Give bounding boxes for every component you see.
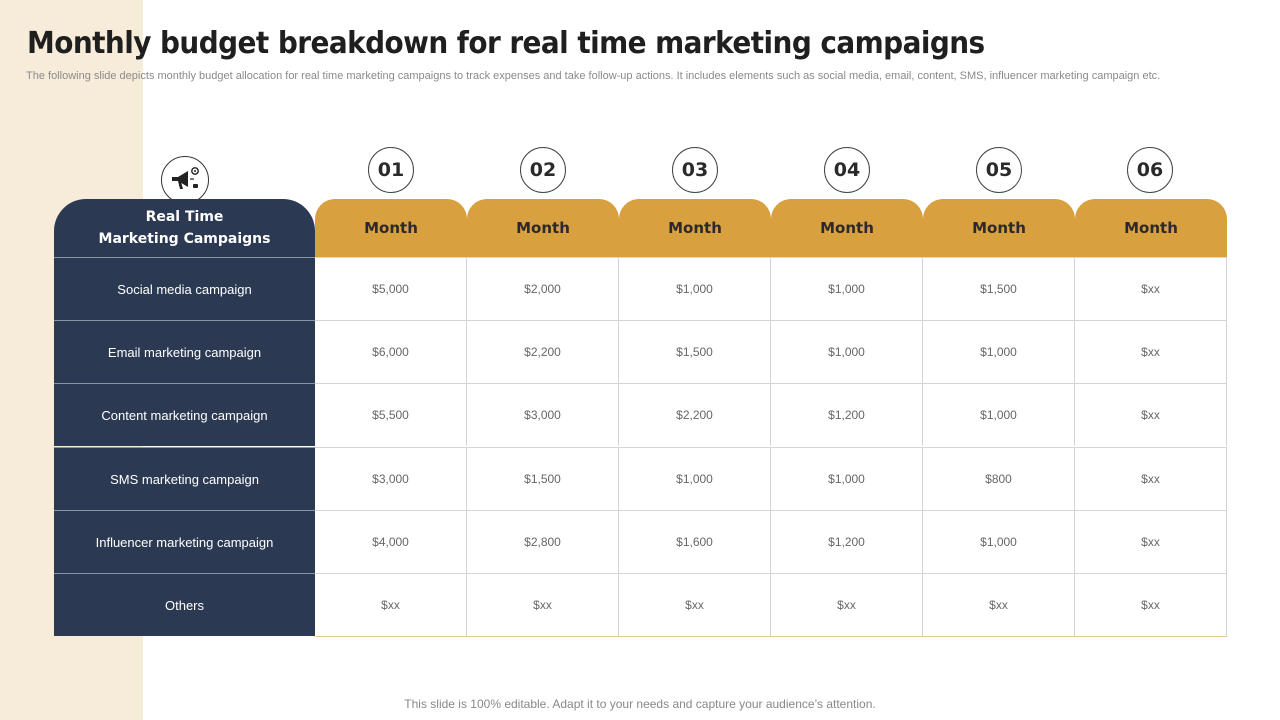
budget-cell: $2,200 <box>467 320 619 383</box>
budget-cell: $1,600 <box>619 510 771 573</box>
month-column-header: Month <box>923 199 1075 257</box>
month-column-header: Month <box>771 199 923 257</box>
budget-cell: $1,000 <box>923 320 1075 383</box>
budget-cell: $2,000 <box>467 257 619 320</box>
budget-cell: $3,000 <box>315 447 467 510</box>
slide-title: Monthly budget breakdown for real time m… <box>27 26 985 61</box>
budget-cell: $xx <box>467 573 619 636</box>
slide-subtitle: The following slide depicts monthly budg… <box>26 70 1161 82</box>
budget-cell: $xx <box>1075 447 1227 510</box>
budget-cell: $xx <box>1075 257 1227 320</box>
budget-cell: $1,000 <box>771 447 923 510</box>
budget-cell: $1,000 <box>771 320 923 383</box>
budget-cell: $xx <box>1075 383 1227 446</box>
budget-cell: $2,800 <box>467 510 619 573</box>
budget-cell: $6,000 <box>315 320 467 383</box>
budget-cell: $5,000 <box>315 257 467 320</box>
month-number-badge: 01 <box>368 147 414 193</box>
month-number-badge: 04 <box>824 147 870 193</box>
budget-cell: $1,200 <box>771 383 923 446</box>
campaign-row-label: SMS marketing campaign <box>54 447 315 510</box>
month-number-badge: 05 <box>976 147 1022 193</box>
budget-cell: $1,000 <box>771 257 923 320</box>
budget-cell: $1,000 <box>923 383 1075 446</box>
budget-cell: $xx <box>1075 320 1227 383</box>
budget-cell: $1,500 <box>923 257 1075 320</box>
budget-cell: $xx <box>1075 573 1227 636</box>
budget-cell: $3,000 <box>467 383 619 446</box>
month-column-header: Month <box>315 199 467 257</box>
row-header-line2: Marketing Campaigns <box>98 231 271 247</box>
budget-cell: $xx <box>771 573 923 636</box>
row-header-title: Real Time Marketing Campaigns <box>54 199 315 257</box>
budget-cell: $1,000 <box>923 510 1075 573</box>
month-number-badge: 06 <box>1127 147 1173 193</box>
budget-cell: $1,500 <box>619 320 771 383</box>
slide-footer: This slide is 100% editable. Adapt it to… <box>404 697 876 711</box>
campaign-row-label: Social media campaign <box>54 257 315 320</box>
budget-cell: $800 <box>923 447 1075 510</box>
month-column-header: Month <box>1075 199 1227 257</box>
month-number-badge: 03 <box>672 147 718 193</box>
budget-cell: $xx <box>1075 510 1227 573</box>
budget-cell: $xx <box>923 573 1075 636</box>
month-column-header: Month <box>467 199 619 257</box>
table-bottom-border <box>315 636 1227 637</box>
budget-cell: $xx <box>619 573 771 636</box>
budget-cell: $1,000 <box>619 447 771 510</box>
campaign-row-label: Others <box>54 573 315 636</box>
campaign-row-label: Email marketing campaign <box>54 320 315 383</box>
campaign-row-label: Influencer marketing campaign <box>54 510 315 573</box>
budget-cell: $1,000 <box>619 257 771 320</box>
campaign-row-label: Content marketing campaign <box>54 383 315 446</box>
budget-cell: $xx <box>315 573 467 636</box>
month-column-header: Month <box>619 199 771 257</box>
budget-cell: $1,500 <box>467 447 619 510</box>
budget-cell: $5,500 <box>315 383 467 446</box>
megaphone-icon <box>161 156 209 204</box>
row-header-line1: Real Time <box>145 209 224 225</box>
month-number-badge: 02 <box>520 147 566 193</box>
budget-cell: $1,200 <box>771 510 923 573</box>
budget-cell: $2,200 <box>619 383 771 446</box>
budget-cell: $4,000 <box>315 510 467 573</box>
